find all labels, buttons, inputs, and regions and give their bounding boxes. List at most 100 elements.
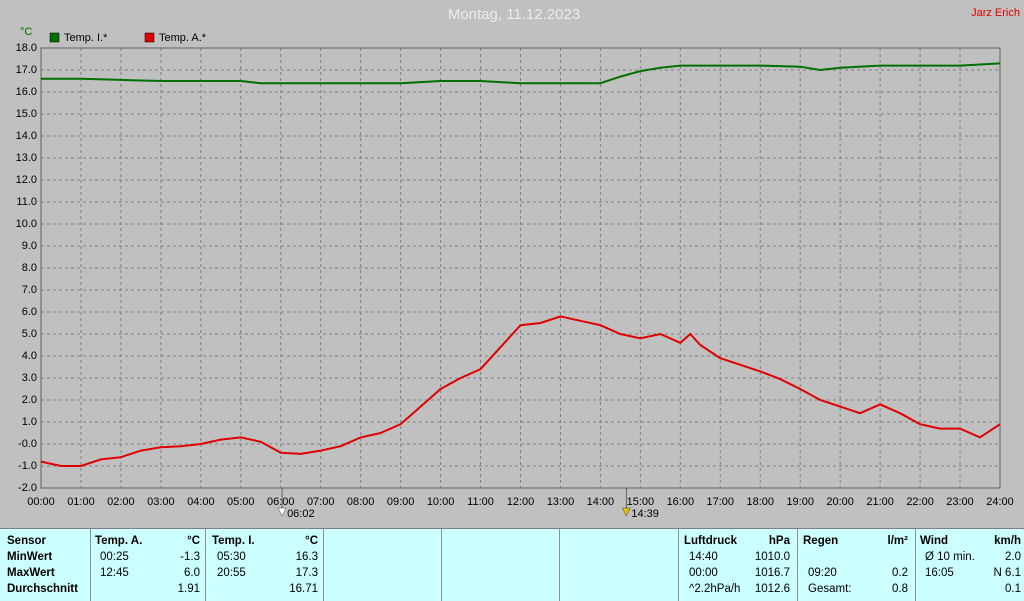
y-tick-label: 12.0 [16, 174, 37, 186]
table-cell: 17.3 [295, 567, 318, 579]
x-tick-label: 07:00 [307, 496, 335, 508]
column-separator [323, 529, 324, 601]
sun-icon [277, 507, 287, 517]
table-cell: l/m² [887, 535, 908, 547]
y-tick-label: 4.0 [22, 350, 37, 362]
x-tick-label: 04:00 [187, 496, 215, 508]
table-cell: 00:00 [689, 567, 718, 579]
x-tick-label: 17:00 [707, 496, 735, 508]
sun-icon [621, 507, 631, 517]
column-separator [205, 529, 206, 601]
y-tick-label: 2.0 [22, 394, 37, 406]
table-cell: Temp. A. [95, 535, 143, 547]
chart-title: Montag, 11.12.2023 [448, 6, 580, 23]
table-cell: 1016.7 [754, 567, 790, 579]
x-tick-label: 13:00 [547, 496, 575, 508]
y-tick-label: 17.0 [16, 64, 37, 76]
x-tick-label: 19:00 [786, 496, 814, 508]
x-tick-label: 21:00 [866, 496, 894, 508]
y-tick-label: 6.0 [22, 306, 37, 318]
x-tick-label: 11:00 [467, 496, 494, 508]
y-tick-label: 13.0 [16, 152, 37, 164]
x-tick-label: 01:00 [67, 496, 95, 508]
y-tick-label: 10.0 [16, 218, 37, 230]
table-cell: 16.3 [295, 551, 318, 563]
table-cell: 0.1 [1005, 583, 1021, 595]
plot-border [40, 47, 1001, 489]
table-cell: 1010.0 [754, 551, 790, 563]
table-cell: hPa [768, 535, 790, 547]
y-tick-label: 1.0 [22, 416, 37, 428]
legend-swatch [144, 32, 155, 43]
legend-swatch [49, 32, 60, 43]
legend-label: Temp. I.* [64, 32, 108, 44]
y-tick-label: 11.0 [16, 196, 37, 208]
summary-table: Sensor Temp. A. °C Temp. I. °C Luftdruck hPa Re… [0, 528, 1024, 601]
y-tick-label: 15.0 [16, 108, 37, 120]
column-separator [441, 529, 442, 601]
y-axis-label: °C [20, 26, 32, 38]
table-cell: km/h [994, 535, 1021, 547]
column-separator [678, 529, 679, 601]
table-cell: Gesamt: [808, 583, 852, 595]
y-tick-label: -2.0 [18, 482, 37, 494]
table-cell: 1012.6 [754, 583, 790, 595]
x-tick-label: 20:00 [826, 496, 854, 508]
table-cell: 05:30 [217, 551, 246, 563]
column-separator [559, 529, 560, 601]
table-cell: N 6.1 [993, 567, 1022, 579]
x-tick-label: 18:00 [746, 496, 774, 508]
table-cell: °C [305, 535, 318, 547]
table-cell: -1.3 [180, 551, 200, 563]
table-cell: 14:40 [689, 551, 718, 563]
table-cell: 12:45 [100, 567, 129, 579]
y-tick-label: 8.0 [22, 262, 37, 274]
column-separator [90, 529, 91, 601]
table-cell: 20:55 [217, 567, 246, 579]
y-tick-label: 14.0 [16, 130, 37, 142]
column-separator [915, 529, 916, 601]
x-tick-label: 12:00 [507, 496, 535, 508]
legend-label: Temp. A.* [159, 32, 207, 44]
y-tick-label: 16.0 [16, 86, 37, 98]
series-line [40, 315, 1001, 467]
table-cell: Durchschnitt [7, 583, 78, 595]
y-tick-label: -0.0 [18, 438, 37, 450]
x-tick-label: 16:00 [667, 496, 695, 508]
sun-time: 14:39 [631, 508, 659, 520]
table-cell: Luftdruck [684, 535, 738, 547]
table-cell: 1.91 [177, 583, 200, 595]
table-cell: 16.71 [289, 583, 318, 595]
x-tick-label: 24:00 [986, 496, 1014, 508]
table-cell: 0.2 [892, 567, 908, 579]
table-cell: MaxWert [7, 567, 55, 579]
y-tick-label: -1.0 [18, 460, 37, 472]
y-tick-label: 5.0 [22, 328, 37, 340]
x-tick-label: 15:00 [627, 496, 655, 508]
table-cell: Sensor [7, 535, 46, 547]
table-cell: 00:25 [100, 551, 129, 563]
chart: Montag, 11.12.2023 Jarz Erich °C -2.0 -1.… [16, 6, 1020, 520]
author: Jarz Erich [971, 7, 1020, 19]
column-separator [797, 529, 798, 601]
x-tick-label: 23:00 [946, 496, 974, 508]
x-tick-label: 00:00 [27, 496, 55, 508]
y-tick-label: 3.0 [22, 372, 37, 384]
x-tick-label: 14:00 [587, 496, 615, 508]
sun-time: 06:02 [287, 508, 315, 520]
x-tick-label: 02:00 [107, 496, 135, 508]
table-cell: 16:05 [925, 567, 954, 579]
series-line [41, 62, 1001, 85]
table-cell: 0.8 [892, 583, 908, 595]
table-cell: Ø 10 min. [925, 551, 975, 563]
table-cell: 2.0 [1005, 551, 1021, 563]
table-cell: Regen [803, 535, 839, 547]
x-tick-label: 09:00 [387, 496, 415, 508]
y-tick-label: 7.0 [22, 284, 37, 296]
y-tick-label: 18.0 [16, 42, 37, 54]
x-tick-label: 06:00 [267, 496, 295, 508]
x-tick-label: 08:00 [347, 496, 375, 508]
table-cell: Wind [920, 535, 948, 547]
table-cell: °C [187, 535, 200, 547]
